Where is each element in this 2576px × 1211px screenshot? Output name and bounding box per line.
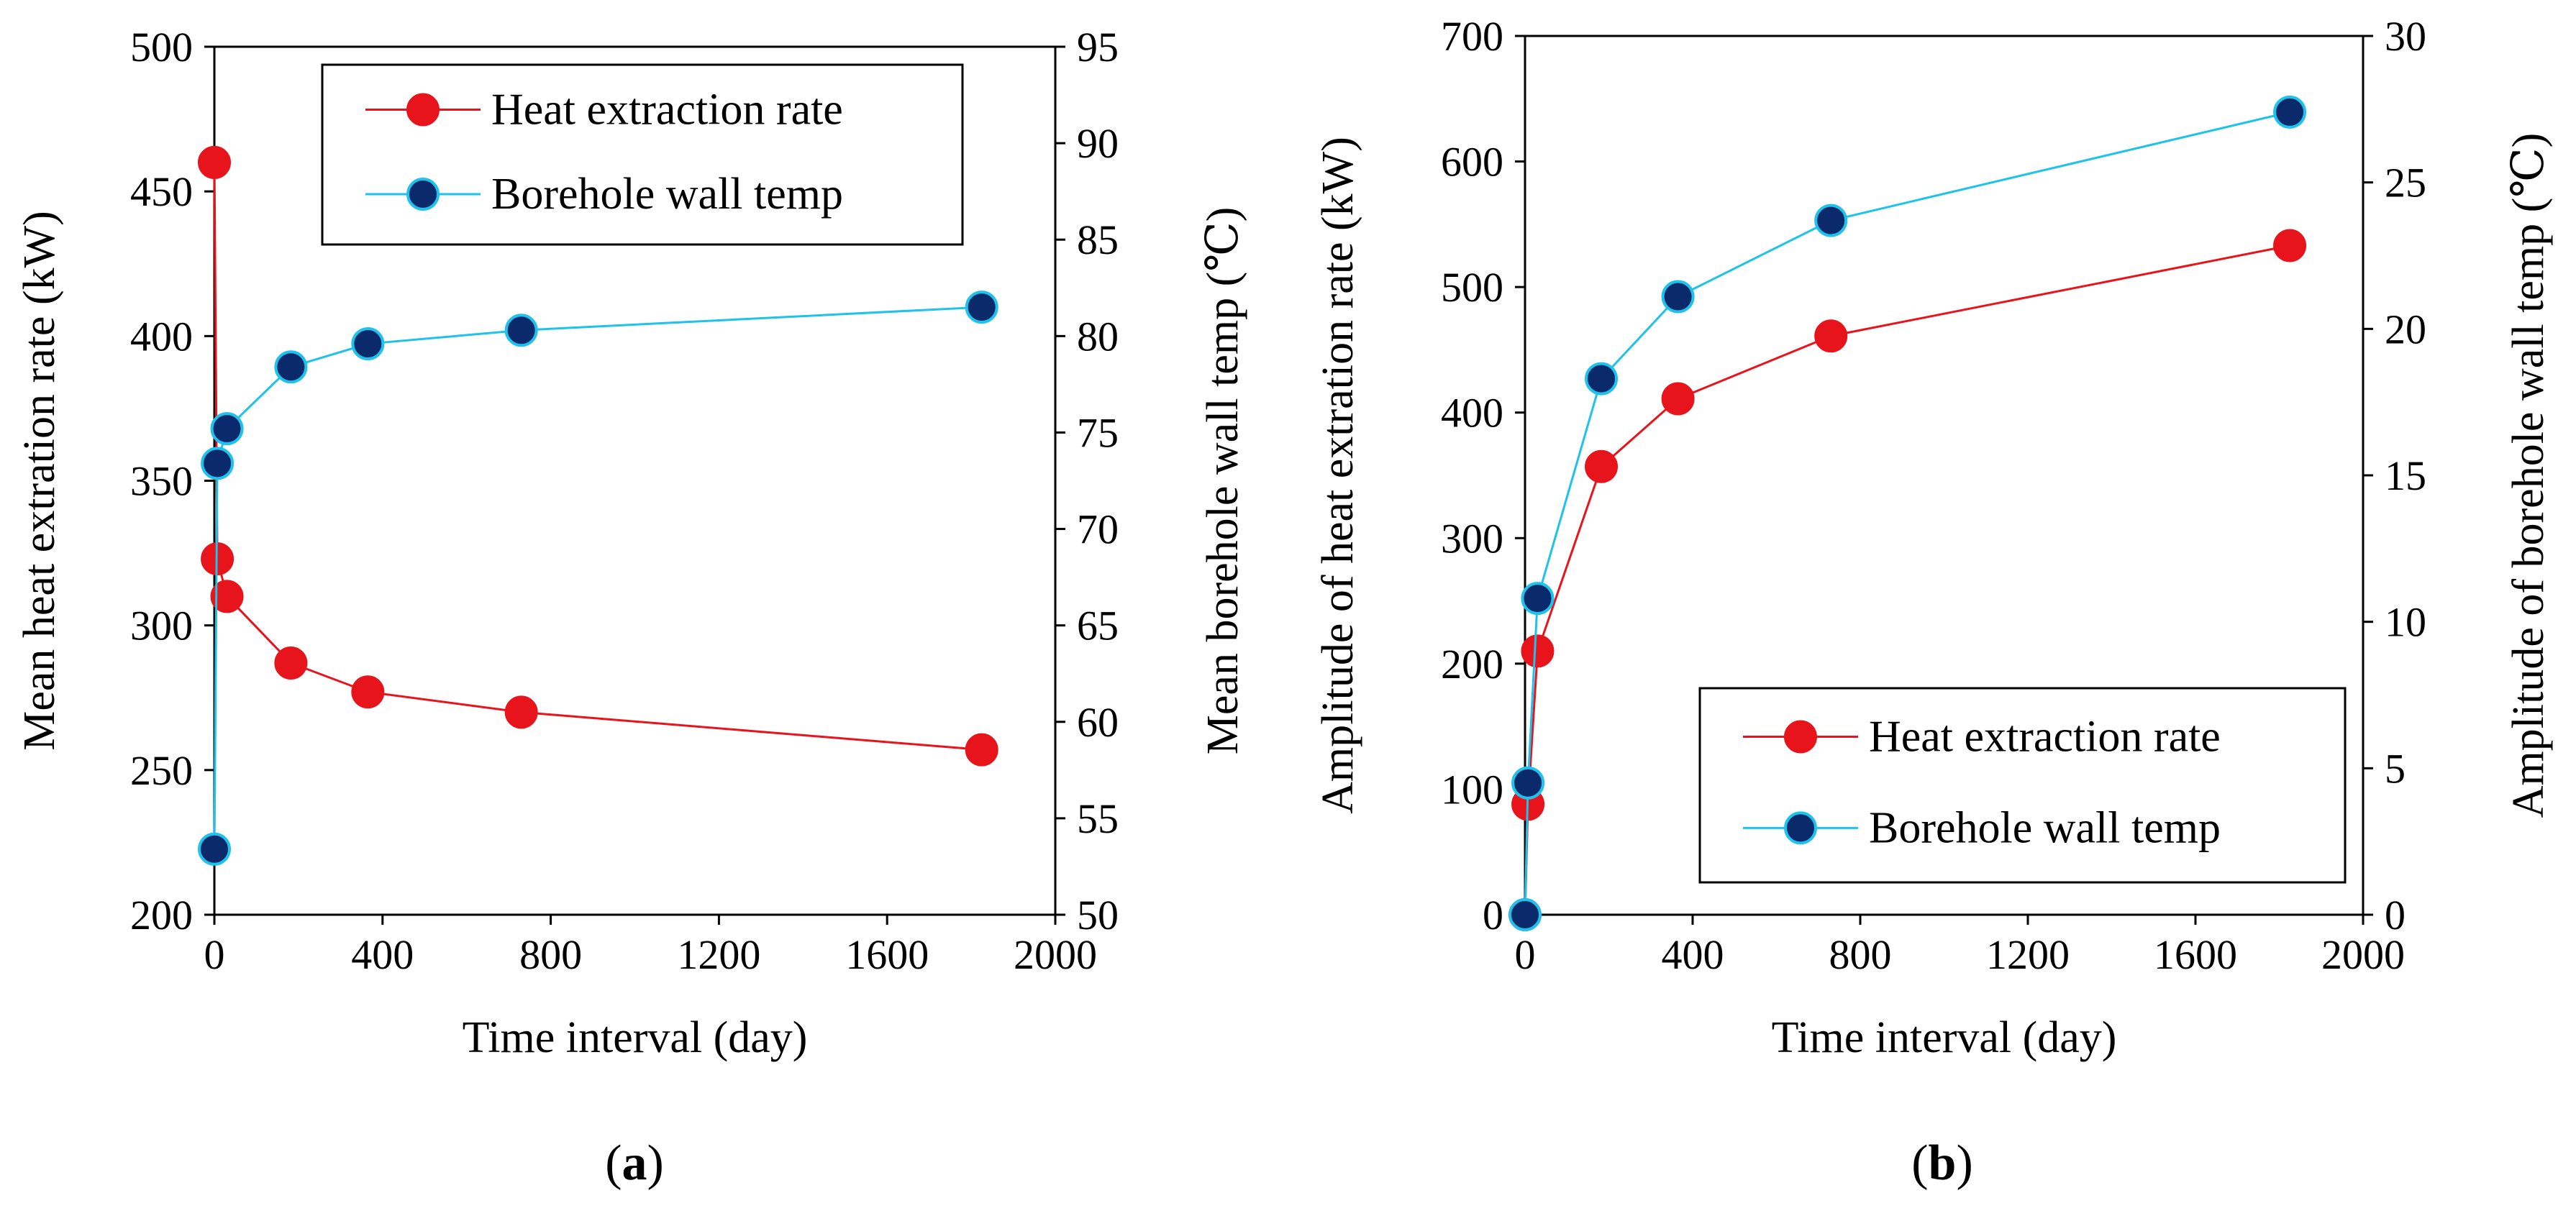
- y-right-tick-label: 55: [1077, 795, 1119, 842]
- x-tick-label: 0: [204, 931, 225, 978]
- data-point-borehole-temp: [210, 412, 244, 446]
- panel-label: (a): [605, 1135, 664, 1191]
- legend-marker-heat-extraction: [406, 93, 440, 127]
- x-tick-label: 0: [1515, 931, 1536, 978]
- x-axis-label: Time interval (day): [1772, 1013, 2117, 1062]
- data-point-borehole-temp: [1814, 204, 1848, 237]
- data-point-heat-extraction: [2273, 229, 2307, 262]
- x-tick-label: 2000: [1014, 931, 1097, 978]
- data-point-heat-extraction: [1521, 634, 1555, 668]
- y-right-tick-label: 70: [1077, 506, 1119, 553]
- y-right-tick-label: 15: [2385, 452, 2426, 499]
- y-right-tick-label: 80: [1077, 313, 1119, 360]
- x-tick-label: 1600: [845, 931, 929, 978]
- y-left-tick-label: 450: [130, 168, 193, 215]
- y-axis-right-label: Amplitude of borehole wall temp (℃): [2504, 133, 2553, 818]
- x-tick-label: 1600: [2154, 931, 2237, 978]
- y-left-tick-label: 200: [130, 892, 193, 938]
- legend-label-borehole-temp: Borehole wall temp: [491, 170, 843, 219]
- y-right-tick-label: 20: [2385, 306, 2426, 352]
- data-point-borehole-temp: [1661, 280, 1695, 314]
- data-point-borehole-temp: [2273, 95, 2307, 129]
- y-axis-right-label: Mean borehole wall temp (℃): [1198, 207, 1247, 754]
- data-point-heat-extraction: [965, 733, 998, 767]
- x-tick-label: 1200: [677, 931, 760, 978]
- data-point-borehole-temp: [274, 350, 308, 384]
- y-right-tick-label: 10: [2385, 599, 2426, 646]
- y-right-tick-label: 90: [1077, 120, 1119, 167]
- legend-marker-borehole-temp: [406, 178, 440, 211]
- y-right-tick-label: 75: [1077, 409, 1119, 456]
- y-left-tick-label: 200: [1441, 641, 1503, 687]
- y-right-tick-label: 85: [1077, 216, 1119, 263]
- data-point-borehole-temp: [198, 832, 231, 866]
- y-right-tick-label: 30: [2385, 13, 2426, 60]
- y-left-tick-label: 300: [1441, 515, 1503, 562]
- data-point-borehole-temp: [201, 447, 235, 480]
- data-point-heat-extraction: [274, 646, 308, 680]
- data-point-heat-extraction: [210, 580, 244, 613]
- x-tick-label: 2000: [2321, 931, 2405, 978]
- legend-marker-borehole-temp: [1784, 811, 1817, 845]
- y-left-tick-label: 600: [1441, 139, 1503, 186]
- x-tick-label: 800: [1829, 931, 1892, 978]
- y-left-tick-label: 300: [130, 603, 193, 649]
- y-left-tick-label: 500: [1441, 264, 1503, 311]
- data-point-borehole-temp: [351, 327, 385, 361]
- x-tick-label: 400: [1662, 931, 1724, 978]
- series-line-borehole-temp: [213, 306, 982, 849]
- y-right-tick-label: 5: [2385, 745, 2406, 792]
- panel-label: (b): [1911, 1135, 1973, 1191]
- legend-marker-heat-extraction: [1784, 720, 1817, 754]
- y-right-tick-label: 60: [1077, 699, 1119, 746]
- x-tick-label: 400: [351, 931, 414, 978]
- legend-label-heat-extraction: Heat extraction rate: [1869, 713, 2221, 762]
- y-left-tick-label: 100: [1441, 766, 1503, 813]
- y-right-tick-label: 0: [2385, 892, 2406, 938]
- series-line-heat-extraction: [213, 162, 982, 751]
- y-right-tick-label: 25: [2385, 160, 2426, 206]
- y-right-tick-label: 95: [1077, 24, 1119, 70]
- data-point-borehole-temp: [504, 314, 538, 347]
- data-point-heat-extraction: [198, 145, 231, 179]
- y-right-tick-label: 50: [1077, 892, 1119, 938]
- y-left-tick-label: 400: [1441, 390, 1503, 437]
- y-left-tick-label: 350: [130, 458, 193, 505]
- data-point-borehole-temp: [1511, 766, 1545, 800]
- y-left-tick-label: 0: [1483, 892, 1503, 938]
- y-right-tick-label: 65: [1077, 603, 1119, 649]
- data-point-borehole-temp: [1585, 362, 1619, 396]
- x-tick-label: 1200: [1986, 931, 2070, 978]
- data-point-borehole-temp: [1508, 898, 1542, 931]
- data-point-borehole-temp: [965, 291, 998, 324]
- chart-panel-b: 0 400 800 1200 1600 2000010020030040050060070…: [1314, 13, 2553, 1191]
- y-left-tick-label: 700: [1441, 13, 1503, 60]
- legend: Heat extraction rate Borehole wall temp: [1698, 687, 2347, 884]
- y-left-tick-label: 250: [130, 747, 193, 794]
- y-axis-left-label: Amplitude of heat extration rate (kW): [1314, 137, 1362, 814]
- data-point-heat-extraction: [504, 695, 538, 729]
- legend-label-borehole-temp: Borehole wall temp: [1869, 803, 2221, 852]
- y-left-tick-label: 500: [130, 24, 193, 70]
- x-tick-label: 800: [519, 931, 582, 978]
- data-point-heat-extraction: [1661, 382, 1695, 416]
- legend-box: [1698, 687, 2347, 884]
- data-point-heat-extraction: [1585, 449, 1619, 483]
- y-axis-left-label: Mean heat extration rate (kW): [15, 211, 64, 751]
- chart-panel-a: 0 400 800 1200 1600 2000 200 250 300 350 400 450 500…: [15, 24, 1247, 1191]
- data-point-borehole-temp: [1521, 582, 1555, 616]
- data-point-heat-extraction: [351, 675, 385, 709]
- data-point-heat-extraction: [1814, 319, 1848, 353]
- x-axis-label: Time interval (day): [463, 1013, 808, 1062]
- y-left-tick-label: 400: [130, 313, 193, 360]
- legend: Heat extraction rate Borehole wall temp: [321, 63, 964, 246]
- legend-label-heat-extraction: Heat extraction rate: [491, 86, 843, 134]
